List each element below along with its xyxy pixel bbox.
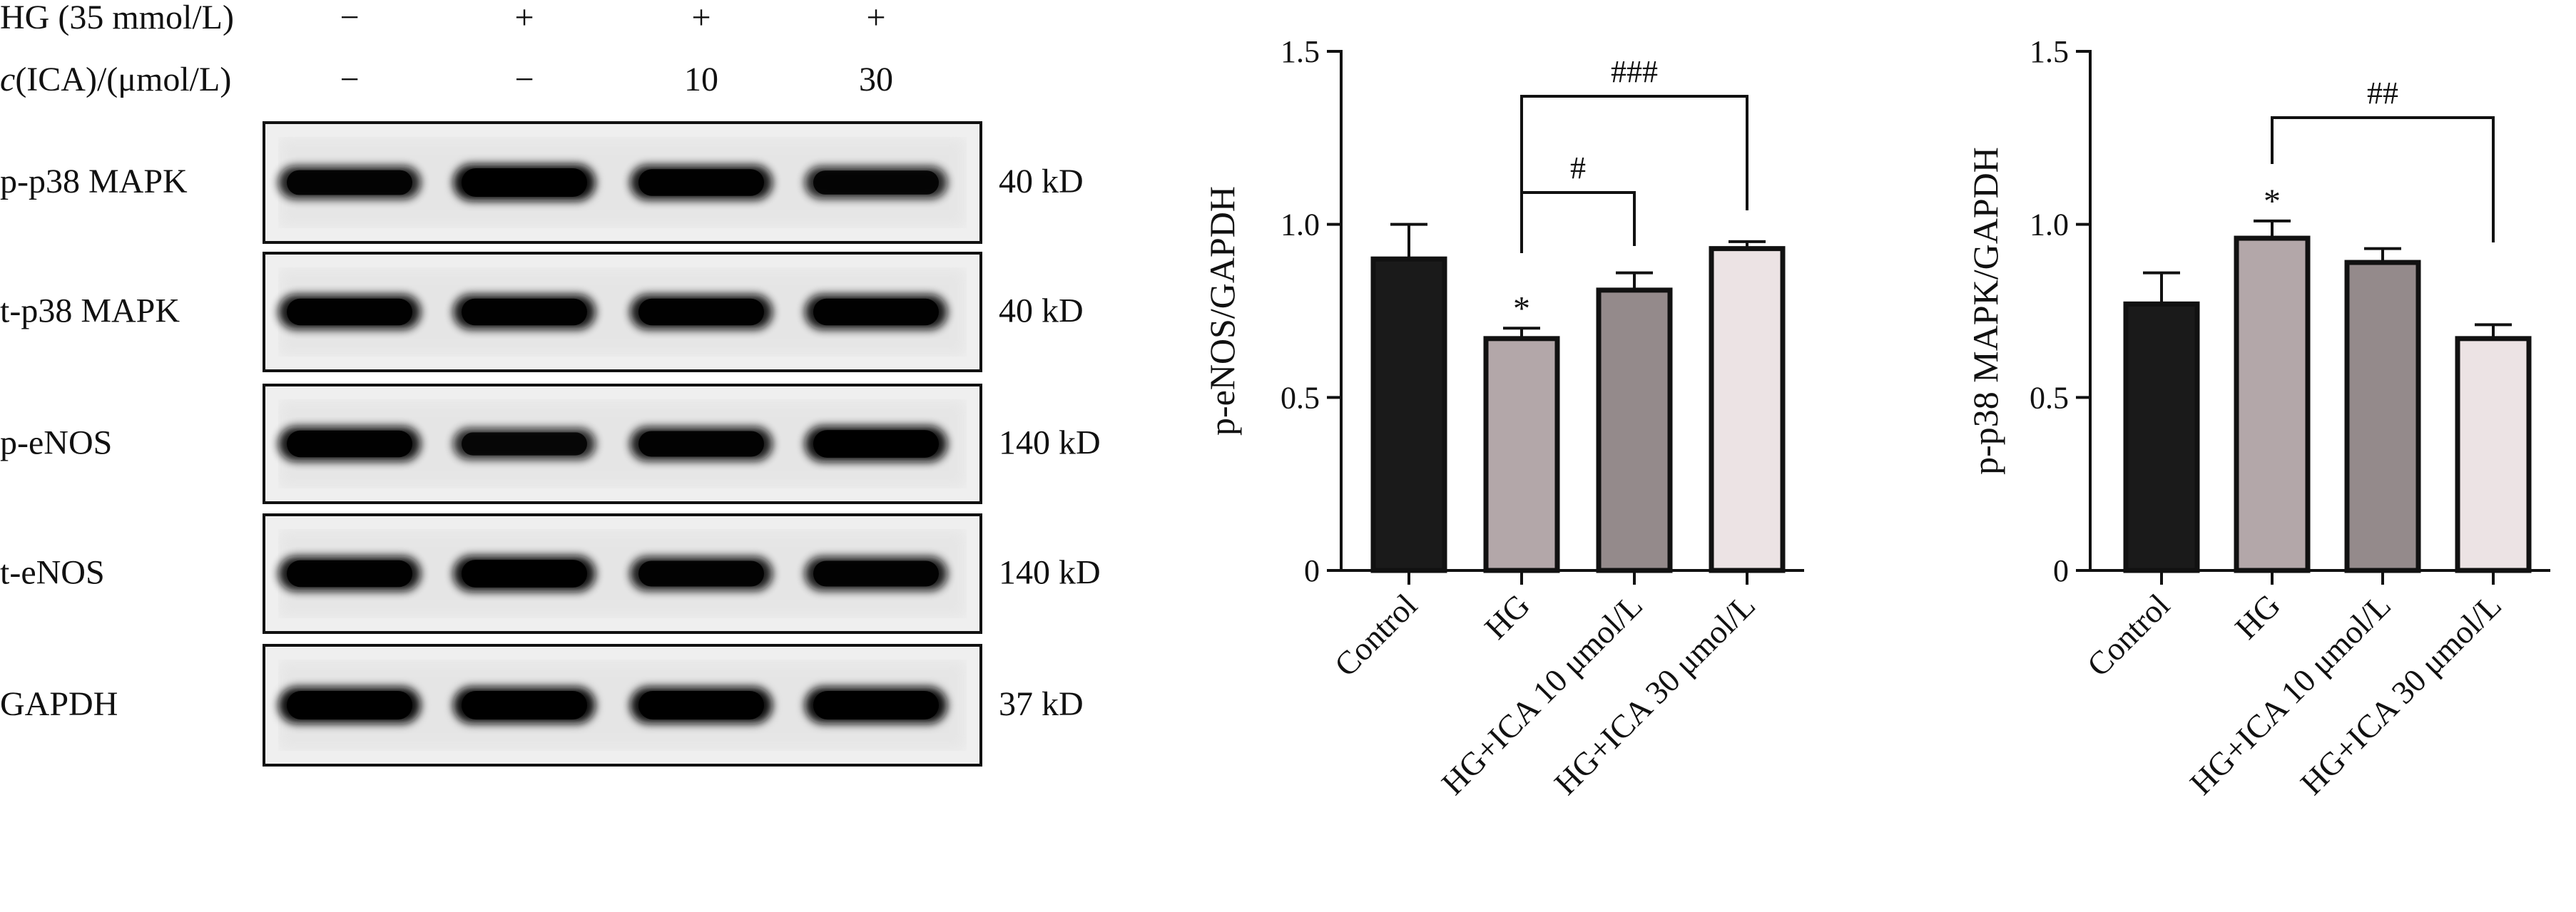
condition-value: + bbox=[691, 0, 711, 36]
blot-band-core bbox=[813, 170, 939, 195]
blot-band-core bbox=[462, 560, 587, 588]
blot-band-core bbox=[287, 430, 412, 458]
condition-table: HG (35 mmol/L) − + + + c(ICA)/(μmol/L) − − 10 30 bbox=[0, 0, 893, 98]
blot-label: p-eNOS bbox=[0, 424, 112, 462]
blot-row: p-eNOS 140 kD bbox=[0, 384, 1101, 504]
molecular-weight-label: 40 kD bbox=[999, 292, 1084, 330]
condition-value: − bbox=[340, 61, 359, 98]
condition-value: − bbox=[340, 0, 359, 36]
x-tick-label: HG+ICA 10 μmol/L bbox=[1435, 587, 1649, 801]
blot-border bbox=[263, 121, 982, 244]
blot-band-core bbox=[638, 431, 764, 457]
blot-band-core bbox=[638, 169, 764, 196]
blot-row: p-p38 MAPK 40 kD bbox=[0, 121, 1084, 244]
significance-mark: * bbox=[2264, 183, 2281, 220]
bar bbox=[1596, 287, 1673, 573]
molecular-weight-label: 40 kD bbox=[999, 163, 1084, 200]
bar bbox=[1709, 246, 1786, 573]
blot-label: t-p38 MAPK bbox=[0, 292, 180, 330]
blot-row: t-eNOS 140 kD bbox=[0, 513, 1101, 634]
y-axis-label: p-eNOS/GAPDH bbox=[1202, 186, 1242, 436]
blot-band-core bbox=[813, 298, 939, 326]
x-tick-label: HG bbox=[1477, 587, 1537, 646]
blot-band-core bbox=[287, 560, 412, 588]
bar bbox=[1370, 256, 1447, 573]
blot-band-core bbox=[638, 298, 764, 326]
blot-band-core bbox=[287, 691, 412, 719]
bracket-label: ## bbox=[2367, 76, 2398, 111]
bracket-label: # bbox=[1570, 150, 1586, 185]
y-tick-label: 1.5 bbox=[2030, 34, 2069, 69]
bar bbox=[2455, 336, 2532, 573]
significance-bracket bbox=[1520, 191, 1636, 253]
bracket-label: ### bbox=[1611, 54, 1658, 89]
blot-band-core bbox=[462, 298, 587, 326]
y-tick-label: 1.0 bbox=[2030, 207, 2069, 242]
significance-bracket bbox=[2271, 116, 2495, 242]
y-tick-label: 0.5 bbox=[2030, 380, 2069, 415]
x-tick-label: HG+ICA 10 μmol/L bbox=[2183, 587, 2398, 801]
bar bbox=[2123, 301, 2200, 573]
x-tick-label: HG+ICA 30 μmol/L bbox=[1547, 587, 1762, 801]
molecular-weight-label: 140 kD bbox=[999, 554, 1101, 592]
molecular-weight-label: 140 kD bbox=[999, 424, 1101, 462]
x-tick-label: HG bbox=[2228, 587, 2287, 646]
y-tick-label: 1.0 bbox=[1281, 207, 1320, 242]
condition-value: 30 bbox=[859, 61, 893, 98]
blot-band-core bbox=[813, 560, 939, 587]
blot-band-core bbox=[287, 298, 412, 326]
condition-value: − bbox=[514, 61, 534, 98]
blot-border bbox=[263, 252, 982, 372]
blot-label: p-p38 MAPK bbox=[0, 163, 188, 200]
y-tick-label: 0.5 bbox=[1281, 380, 1320, 415]
condition-value: + bbox=[866, 0, 885, 36]
x-tick-label: Control bbox=[2080, 587, 2177, 683]
blot-label: GAPDH bbox=[0, 685, 118, 723]
x-tick-label: Control bbox=[1328, 587, 1424, 683]
bar bbox=[1483, 336, 1560, 573]
blot-band-core bbox=[638, 691, 764, 719]
molecular-weight-label: 37 kD bbox=[999, 685, 1084, 723]
significance-mark: * bbox=[1513, 290, 1530, 327]
significance-bracket bbox=[1520, 95, 1748, 253]
y-tick-label: 0 bbox=[1304, 553, 1320, 588]
condition-row-label: c(ICA)/(μmol/L) bbox=[0, 61, 231, 98]
condition-italic-prefix: c bbox=[0, 61, 15, 98]
bar bbox=[2344, 260, 2421, 573]
y-tick-label: 1.5 bbox=[1281, 34, 1320, 69]
condition-value: + bbox=[514, 0, 534, 36]
pp38-bar-chart: 0 0.5 1.0 1.5 p-p38 MAPK/GAPDH Control * HGHG+I… bbox=[1965, 34, 2550, 801]
blot-label: t-eNOS bbox=[0, 554, 105, 592]
blot-band-core bbox=[813, 430, 939, 458]
y-tick-label: 0 bbox=[2053, 553, 2069, 588]
blot-band-core bbox=[462, 691, 587, 719]
y-axis-label: p-p38 MAPK/GAPDH bbox=[1965, 147, 2005, 475]
blot-band-core bbox=[638, 560, 764, 587]
blot-band-core bbox=[462, 168, 587, 197]
bar bbox=[2234, 235, 2311, 573]
blot-rows: p-p38 MAPK 40 kD t-p38 MAPK 40 kD p-eNOS 140 … bbox=[0, 121, 1101, 767]
western-blot-panel: HG (35 mmol/L) − + + +c(ICA)/(μmol/L) − −10 30 … bbox=[0, 0, 1101, 767]
blot-row: GAPDH 37 kD bbox=[0, 644, 1084, 767]
condition-value: 10 bbox=[684, 61, 718, 98]
blot-border bbox=[263, 644, 982, 767]
condition-label-text: HG (35 mmol/L) bbox=[0, 0, 234, 36]
blot-band-core bbox=[462, 432, 587, 456]
blot-border bbox=[263, 384, 982, 504]
blot-row: t-p38 MAPK 40 kD bbox=[0, 252, 1084, 372]
condition-row-label: HG (35 mmol/L) bbox=[0, 0, 234, 36]
condition-label-text: (ICA)/(μmol/L) bbox=[15, 61, 231, 98]
blot-band-core bbox=[813, 691, 939, 719]
x-tick-label: HG+ICA 30 μmol/L bbox=[2294, 587, 2508, 801]
blot-border bbox=[263, 513, 982, 634]
blot-band-core bbox=[287, 170, 412, 195]
